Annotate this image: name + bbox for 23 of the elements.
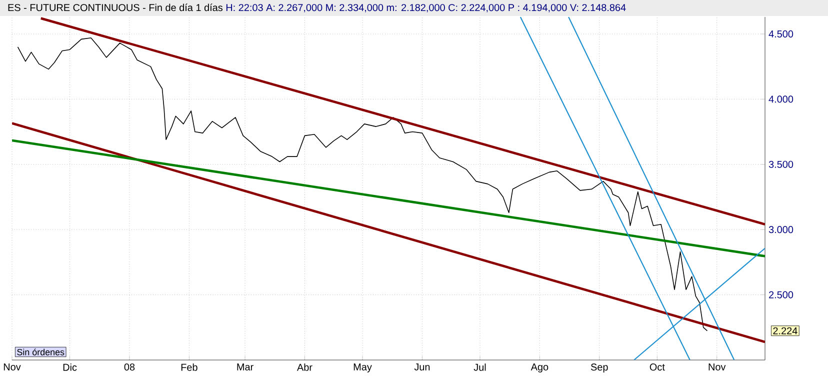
y-tick-label: 4.000 bbox=[768, 96, 794, 103]
y-tick-label: 3.000 bbox=[768, 226, 794, 234]
x-tick-label: 08 bbox=[124, 364, 135, 371]
annotation: Sin órdenes bbox=[17, 348, 64, 356]
x-tick-label: Dic bbox=[63, 364, 77, 371]
x-tick-label: Feb bbox=[181, 364, 198, 371]
x-tick-label: Nov bbox=[4, 364, 21, 370]
x-tick-label: Mar bbox=[237, 364, 254, 370]
x-tick-label: Abr bbox=[296, 364, 312, 371]
y-tick-label: 4.500 bbox=[768, 30, 794, 38]
x-tick-label: Ago bbox=[530, 364, 548, 372]
x-tick-label: Jul bbox=[474, 364, 486, 371]
chart-subtitle: H: 22:03 A: 2.267,000 M: 2.334,000 m: 2.182,000 C: 2.224,000 P : 4.194,000 V: 2.148.864 bbox=[226, 4, 626, 12]
x-tick-label: May bbox=[354, 364, 372, 372]
chart-title: ES - FUTURE CONTINUOUS - Fin de día 1 días bbox=[8, 4, 222, 12]
x-tick-label: Sep bbox=[590, 364, 608, 373]
line-series bbox=[17, 37, 708, 332]
x-tick-label: Nov bbox=[708, 364, 726, 370]
y-tick-label: 3.500 bbox=[768, 160, 794, 168]
text: 2.224 bbox=[773, 327, 798, 334]
y-tick-label: 2.500 bbox=[769, 291, 794, 298]
x-tick-label: Jun bbox=[414, 364, 430, 370]
x-tick-label: Oct bbox=[650, 364, 665, 371]
